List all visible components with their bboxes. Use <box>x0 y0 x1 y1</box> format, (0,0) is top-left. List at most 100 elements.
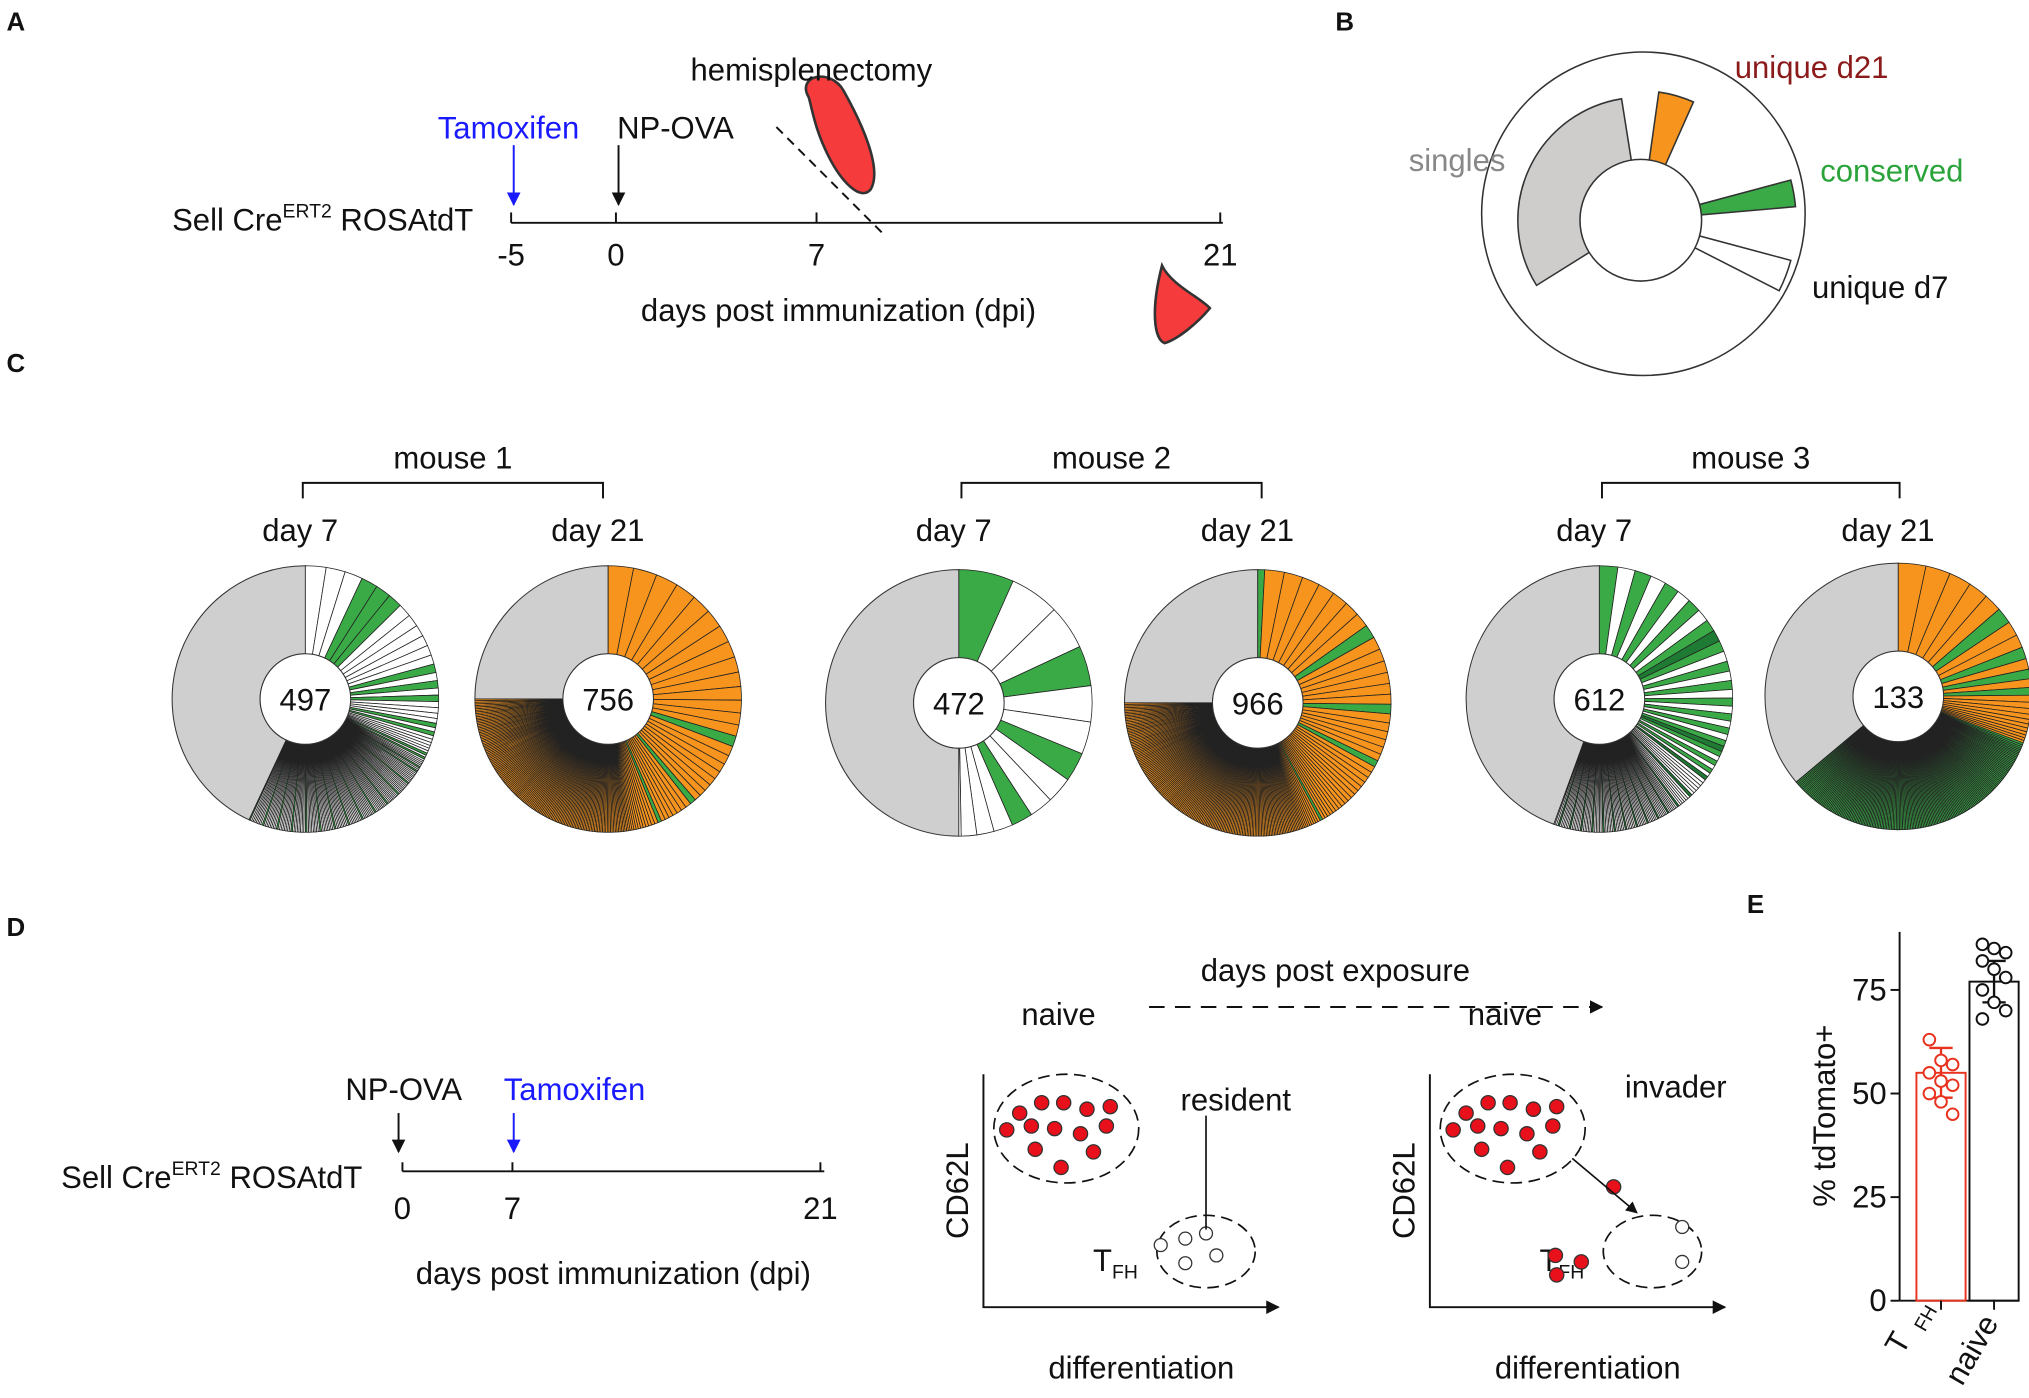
label: Tamoxifen <box>504 1072 645 1107</box>
data-point <box>1975 1012 1990 1026</box>
subscript: FH <box>1112 1262 1138 1284</box>
donut-hole <box>913 657 1005 749</box>
data-point <box>1987 941 2001 956</box>
cell <box>998 1122 1015 1138</box>
label-main: T <box>1878 1326 1918 1360</box>
cell <box>1469 1118 1486 1134</box>
label: differentiation <box>1048 1350 1234 1385</box>
data-point <box>1998 945 2013 960</box>
data-point <box>1987 962 2001 977</box>
donut <box>1465 565 1734 833</box>
cell <box>1053 1159 1069 1176</box>
data-point <box>1934 1053 1948 1068</box>
cut-line <box>775 126 886 237</box>
genotype: Sell CreERT2 ROSAtdT <box>61 1158 362 1195</box>
axes <box>1428 1074 1727 1314</box>
cell <box>1209 1248 1224 1263</box>
cell <box>1098 1118 1115 1134</box>
tick-label: -5 <box>497 238 525 273</box>
migration-arrow <box>1571 1157 1638 1214</box>
label: days post exposure <box>1201 953 1470 988</box>
superscript: ERT2 <box>283 201 332 223</box>
population <box>1602 1214 1703 1289</box>
cell <box>1027 1141 1043 1158</box>
mouse-label: mouse 2 <box>1052 441 1171 476</box>
day-label: day 7 <box>262 513 338 548</box>
tfh-label: TFH <box>1093 1243 1138 1284</box>
cell <box>1493 1120 1509 1137</box>
panel-label: D <box>6 914 25 942</box>
data-point <box>1945 1078 1960 1093</box>
bar <box>1968 980 2020 1302</box>
data-point <box>1945 1057 1960 1072</box>
tick-label: 7 <box>808 238 825 273</box>
tick-label: 7 <box>504 1191 521 1226</box>
label-main: T <box>1093 1243 1112 1278</box>
label: NP-OVA <box>345 1072 462 1107</box>
label: days post immunization (dpi) <box>641 293 1036 328</box>
clone-count: 612 <box>1573 683 1625 718</box>
data-point <box>1922 1032 1937 1047</box>
clone-count: 133 <box>1872 680 1924 715</box>
population <box>992 1073 1140 1184</box>
data-point <box>1975 983 1990 997</box>
data-point <box>1987 995 2001 1010</box>
donut <box>825 569 1093 837</box>
tick-label: 0 <box>607 238 624 273</box>
cell <box>1547 1247 1564 1264</box>
panel-label: E <box>1747 891 1764 919</box>
panel-label: C <box>6 350 25 378</box>
population <box>1439 1073 1586 1184</box>
y-tick-label: 75 <box>1852 972 1887 1007</box>
y-tick-label: 25 <box>1852 1179 1887 1214</box>
y-tick-label: 50 <box>1852 1076 1887 1111</box>
cell <box>1605 1179 1622 1195</box>
cell <box>1502 1094 1518 1111</box>
label: singles <box>1409 143 1506 178</box>
subscript: FH <box>1910 1302 1942 1335</box>
clone-count: 966 <box>1232 687 1284 722</box>
cell <box>1011 1105 1028 1121</box>
cell <box>1480 1094 1496 1111</box>
data-point <box>1998 1003 2013 1018</box>
mouse-label: mouse 1 <box>393 441 512 476</box>
cell <box>1473 1141 1490 1158</box>
mouse-label: mouse 3 <box>1691 441 1810 476</box>
cell <box>1033 1094 1050 1111</box>
data-point <box>1922 1086 1937 1101</box>
tick-label: 21 <box>1203 238 1238 273</box>
data-point <box>1975 937 1990 952</box>
label: unique d21 <box>1735 50 1889 85</box>
data-point <box>1922 1066 1937 1080</box>
cell <box>1545 1118 1561 1134</box>
label: resident <box>1181 1082 1292 1117</box>
bracket <box>301 481 604 499</box>
label: NP-OVA <box>617 111 734 146</box>
label: hemisplenectomy <box>691 52 933 87</box>
cell <box>1548 1098 1565 1115</box>
cell <box>1525 1101 1542 1117</box>
y-axis-label: % tdTomato+ <box>1807 1025 1842 1207</box>
label: naive <box>1021 997 1095 1032</box>
donut-hole <box>259 653 352 745</box>
label: days post immunization (dpi) <box>416 1256 811 1291</box>
genotype-part: Sell Cre <box>172 203 282 238</box>
label: conserved <box>1820 153 1963 188</box>
cell <box>1178 1256 1193 1271</box>
bracket <box>1601 481 1901 499</box>
clone-count: 472 <box>933 687 985 722</box>
x-tick-label: naive <box>1938 1309 2005 1391</box>
data-point <box>1975 954 1990 968</box>
cell <box>1548 1267 1565 1283</box>
cell <box>1675 1254 1690 1270</box>
donut-hole <box>1553 653 1646 745</box>
spleen <box>1153 261 1212 345</box>
inner-circle <box>1579 158 1703 282</box>
cell <box>1102 1098 1119 1115</box>
donut <box>474 565 742 833</box>
label: naive <box>1468 997 1542 1032</box>
data-point <box>1998 970 2013 985</box>
cell <box>1023 1118 1040 1134</box>
cell <box>1178 1231 1193 1246</box>
